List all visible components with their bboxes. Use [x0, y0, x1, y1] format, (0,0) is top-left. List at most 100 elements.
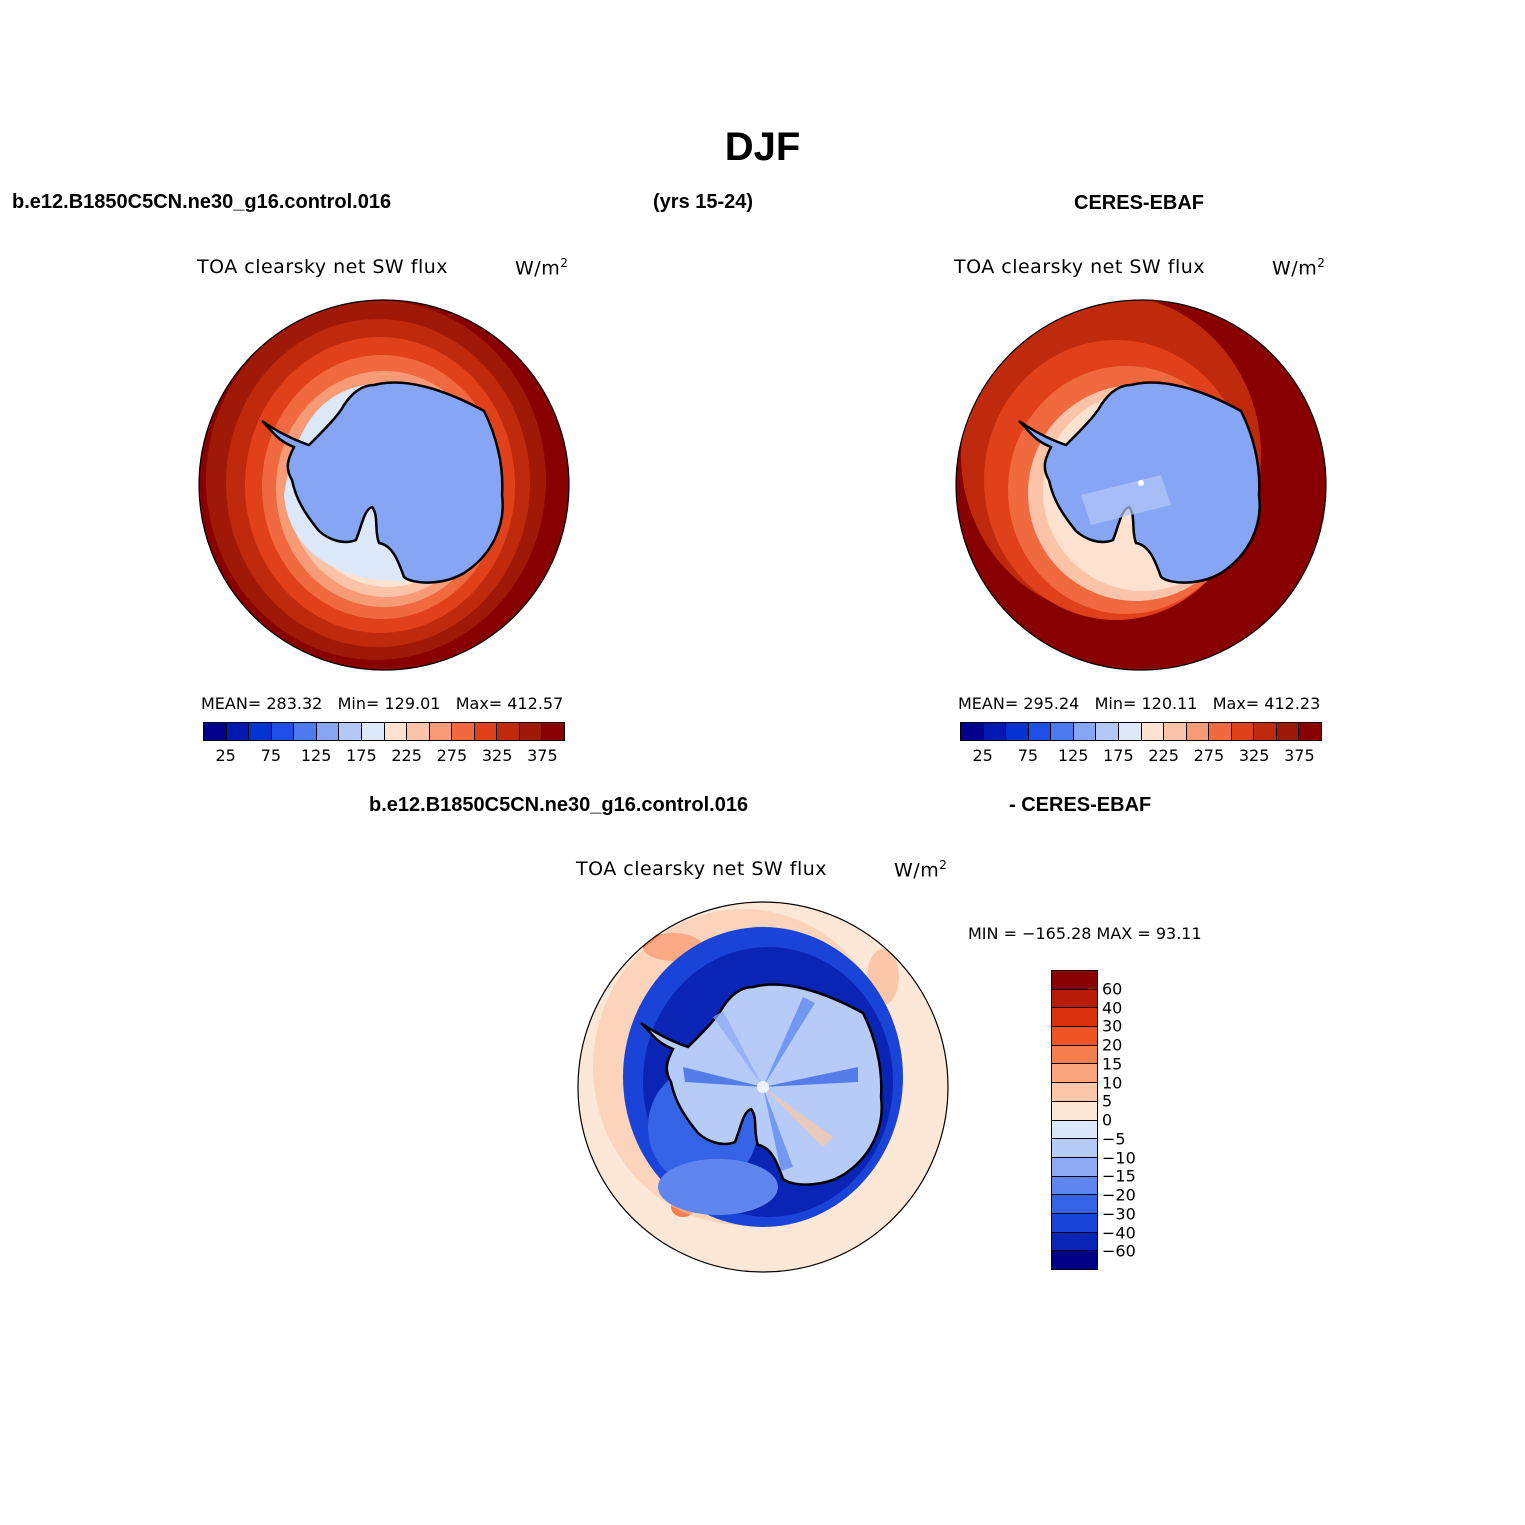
colorbar-tick-label: 10 — [1102, 1073, 1123, 1092]
colorbar-tick-label: 125 — [1057, 746, 1089, 765]
colorbar-tick-label: 225 — [1148, 746, 1179, 765]
colorbar-swatch — [407, 723, 430, 740]
colorbar-swatch — [316, 723, 340, 740]
colorbar-swatch — [1006, 723, 1029, 740]
colorbar-tick-label: 75 — [260, 746, 282, 765]
diff-minmax: MIN = −165.28 MAX = 93.11 — [968, 924, 1202, 943]
colorbar-swatch — [1052, 1064, 1097, 1084]
obs-colorbar-ticks: 25 75 125 175 225 275 325 375 — [960, 746, 1322, 766]
colorbar-swatch — [1164, 723, 1187, 740]
colorbar-tick-label: −30 — [1102, 1204, 1136, 1224]
colorbar-swatch — [1299, 723, 1321, 740]
colorbar-tick-label: 275 — [436, 746, 468, 765]
obs-stats: MEAN= 295.24 Min= 120.11 Max= 412.23 — [958, 694, 1321, 713]
colorbar-tick-label: −5 — [1102, 1129, 1126, 1149]
colorbar-swatch — [1052, 1083, 1097, 1102]
colorbar-swatch — [474, 723, 498, 740]
model-panel-variable: TOA clearsky net SW flux — [197, 256, 449, 278]
colorbar-swatch — [226, 723, 250, 740]
model-stats: MEAN= 283.32 Min= 129.01 Max= 412.57 — [201, 694, 564, 713]
colorbar-swatch — [1052, 989, 1097, 1009]
colorbar-tick-label: 125 — [300, 746, 332, 765]
colorbar-tick-label: 175 — [1103, 746, 1134, 765]
colorbar-swatch — [1052, 1027, 1097, 1046]
colorbar-swatch — [1052, 1213, 1097, 1233]
colorbar-swatch — [961, 723, 984, 740]
colorbar-tick-label: 60 — [1102, 979, 1123, 999]
colorbar-swatch — [1028, 723, 1052, 740]
colorbar-tick-label: 325 — [481, 746, 513, 765]
colorbar-swatch — [1052, 1008, 1097, 1028]
colorbar-swatch — [271, 723, 295, 740]
colorbar-swatch — [1052, 1232, 1097, 1252]
colorbar-swatch — [429, 723, 453, 740]
colorbar-swatch — [1052, 1195, 1097, 1214]
model-colorbar — [203, 722, 565, 741]
obs-colorbar — [960, 722, 1322, 741]
obs-panel-units: W/m2 — [1272, 256, 1326, 280]
model-colorbar-ticks: 25 75 125 175 225 275 325 375 — [203, 746, 565, 766]
colorbar-tick-label: 75 — [1017, 746, 1039, 765]
colorbar-tick-label: 20 — [1102, 1035, 1123, 1055]
colorbar-swatch — [497, 723, 520, 740]
colorbar-tick-label: −10 — [1102, 1148, 1136, 1167]
diff-right-header: - CERES-EBAF — [1009, 794, 1152, 816]
colorbar-swatch — [384, 723, 408, 740]
colorbar-swatch — [1052, 971, 1097, 990]
colorbar-swatch — [1052, 1101, 1097, 1121]
colorbar-tick-label: −40 — [1102, 1223, 1136, 1242]
diff-colorbar — [1051, 970, 1098, 1270]
colorbar-tick-label: 375 — [1284, 746, 1315, 765]
years-header: (yrs 15-24) — [653, 191, 754, 213]
colorbar-swatch — [1118, 723, 1142, 740]
colorbar-swatch — [1254, 723, 1277, 740]
antarctica-coastline — [261, 381, 504, 584]
obs-name-header: CERES-EBAF — [1074, 192, 1205, 214]
colorbar-swatch — [1052, 1157, 1097, 1177]
colorbar-swatch — [204, 723, 227, 740]
colorbar-tick-label: 375 — [527, 746, 558, 765]
colorbar-swatch — [519, 723, 543, 740]
colorbar-tick-label: 25 — [215, 746, 236, 765]
colorbar-swatch — [452, 723, 475, 740]
colorbar-tick-label: 225 — [391, 746, 422, 765]
colorbar-swatch — [1052, 1251, 1097, 1269]
colorbar-swatch — [983, 723, 1007, 740]
colorbar-tick-label: 25 — [972, 746, 993, 765]
colorbar-swatch — [1186, 723, 1210, 740]
colorbar-swatch — [339, 723, 362, 740]
figure-title: DJF — [724, 125, 801, 169]
colorbar-tick-label: −20 — [1102, 1185, 1136, 1205]
colorbar-swatch — [1073, 723, 1097, 740]
colorbar-tick-label: −15 — [1102, 1166, 1136, 1186]
model-polar-map — [198, 299, 570, 671]
colorbar-swatch — [1052, 1120, 1097, 1140]
diff-colorbar-labels: 60 40 30 20 15 10 5 0 −5 −10 −15 −20 −30 −40 −60 — [1102, 970, 1162, 1270]
diff-panel-variable: TOA clearsky net SW flux — [576, 858, 828, 880]
colorbar-swatch — [1052, 1176, 1097, 1196]
colorbar-swatch — [361, 723, 385, 740]
colorbar-swatch — [294, 723, 317, 740]
colorbar-tick-label: −60 — [1102, 1241, 1136, 1261]
colorbar-swatch — [1051, 723, 1074, 740]
colorbar-tick-label: 325 — [1238, 746, 1270, 765]
obs-panel-variable: TOA clearsky net SW flux — [954, 256, 1206, 278]
colorbar-swatch — [249, 723, 272, 740]
diff-polar-map — [577, 901, 949, 1273]
colorbar-tick-label: 5 — [1102, 1091, 1113, 1111]
colorbar-swatch — [1096, 723, 1119, 740]
colorbar-swatch — [1209, 723, 1232, 740]
diff-left-header: b.e12.B1850C5CN.ne30_g16.control.016 — [369, 794, 749, 816]
colorbar-tick-label: 175 — [346, 746, 377, 765]
diff-panel-units: W/m2 — [894, 858, 948, 882]
colorbar-swatch — [1141, 723, 1165, 740]
model-panel-units: W/m2 — [515, 256, 569, 280]
colorbar-swatch — [1231, 723, 1255, 740]
colorbar-tick-label: 0 — [1102, 1110, 1113, 1130]
colorbar-tick-label: 275 — [1193, 746, 1225, 765]
colorbar-tick-label: 30 — [1102, 1016, 1123, 1036]
case-name-header: b.e12.B1850C5CN.ne30_g16.control.016 — [12, 191, 392, 213]
colorbar-swatch — [1276, 723, 1300, 740]
colorbar-swatch — [1052, 1045, 1097, 1065]
obs-polar-map — [955, 299, 1327, 671]
